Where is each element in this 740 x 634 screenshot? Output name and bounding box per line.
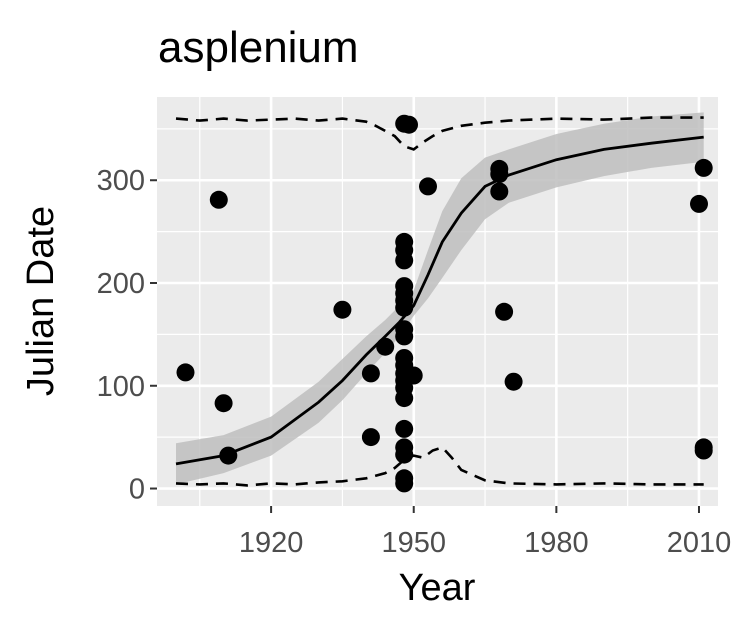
y-tick-label: 300 (97, 165, 145, 197)
data-point (376, 337, 395, 356)
data-point (694, 158, 713, 177)
data-point (176, 363, 195, 382)
y-tick-label: 0 (129, 474, 145, 506)
data-point (214, 394, 233, 413)
data-point (694, 441, 713, 460)
x-tick-label: 1980 (524, 527, 589, 559)
data-point (361, 428, 380, 447)
envelope-layer (175, 116, 704, 487)
x-axis-title: Year (399, 567, 476, 609)
y-tick-label: 100 (97, 371, 145, 403)
data-point (361, 364, 380, 383)
data-point (490, 182, 509, 201)
points-layer (176, 114, 713, 493)
x-tick-label: 2010 (667, 527, 732, 559)
chart-title: asplenium (158, 23, 359, 72)
confidence-band-layer (176, 112, 704, 485)
y-tick-label: 200 (97, 268, 145, 300)
data-point (404, 366, 423, 385)
x-tick-label: 1950 (381, 527, 446, 559)
data-point (395, 389, 414, 408)
x-axis: 1920 1950 1980 2010 (239, 506, 731, 559)
data-point (333, 300, 352, 319)
data-point (690, 194, 708, 213)
data-point (395, 251, 414, 270)
upper-envelope-line (175, 116, 704, 151)
data-point (219, 446, 238, 465)
data-point (495, 302, 514, 321)
x-tick-label: 1920 (239, 527, 304, 559)
data-point (395, 445, 414, 464)
fit-line (175, 135, 704, 466)
confidence-band (176, 112, 704, 485)
data-point (395, 298, 414, 317)
data-point (419, 177, 437, 196)
fit-line-layer (175, 135, 704, 466)
data-point (395, 474, 414, 493)
y-axis-title: Julian Date (20, 206, 62, 396)
data-point (504, 372, 523, 391)
data-point (490, 165, 509, 184)
data-point (395, 419, 414, 438)
data-point (395, 327, 414, 346)
lower-envelope-line (175, 445, 704, 487)
data-point (209, 190, 228, 209)
data-point (400, 115, 418, 134)
y-axis: 0 100 200 300 (97, 165, 157, 506)
